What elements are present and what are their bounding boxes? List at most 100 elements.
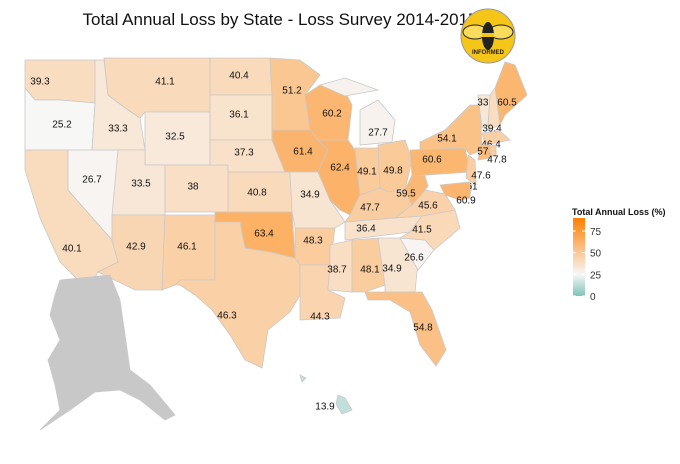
- state-tx: 46.3: [174, 221, 301, 369]
- state-ct: 57.5: [477, 144, 497, 161]
- state-shape: [351, 237, 386, 293]
- state-value-label: 61.4: [293, 147, 313, 158]
- svg-text:INFORMED: INFORMED: [472, 50, 505, 56]
- state-wa: 39.3: [24, 59, 96, 104]
- state-value-label: 40.1: [62, 244, 82, 255]
- state-ny: 54.1: [419, 104, 483, 156]
- state-pa: 60.6: [409, 147, 471, 177]
- state-shape: [364, 291, 447, 367]
- state-nh: 39.4: [482, 86, 502, 135]
- state-ar: 48.3: [294, 227, 336, 266]
- state-value-label: 48.1: [360, 265, 380, 276]
- state-value-label: 41.1: [155, 77, 175, 88]
- state-value-label: 33.5: [131, 179, 151, 190]
- state-shape: [174, 221, 301, 369]
- state-value-label: 38: [187, 182, 199, 193]
- state-value-label: 59.5: [396, 189, 416, 200]
- state-md: 60.9: [439, 181, 476, 207]
- state-value-label: 37.3: [234, 148, 254, 159]
- state-value-label: 34.9: [382, 264, 402, 275]
- state-shape-part: [299, 374, 307, 383]
- state-value-label: 27.7: [368, 128, 388, 139]
- state-value-label: 47.8: [487, 155, 507, 166]
- state-nj: 47.6: [465, 154, 491, 186]
- state-value-label: 26.6: [404, 253, 424, 264]
- state-value-label: 26.7: [82, 175, 102, 186]
- state-value-label: 63.4: [254, 229, 274, 240]
- state-al: 48.1: [351, 237, 386, 293]
- state-value-label: 25.2: [52, 120, 72, 131]
- state-shape: [359, 99, 396, 146]
- legend-title: Total Annual Loss (%): [572, 207, 666, 217]
- state-value-label: 49.1: [357, 167, 377, 178]
- state-value-label: 42.9: [126, 242, 146, 253]
- state-value-label: 54.8: [413, 323, 433, 334]
- state-ri: 47.8: [487, 144, 507, 166]
- state-value-label: 34.9: [300, 190, 320, 201]
- bee-informed-logo: INFORMED: [460, 8, 516, 64]
- state-value-label: 57.5: [477, 147, 497, 158]
- state-value-label: 47.6: [471, 171, 491, 182]
- state-value-label: 39.3: [30, 77, 50, 88]
- state-value-label: 32.5: [165, 132, 185, 143]
- state-shape: [327, 239, 353, 293]
- state-value-label: 36.4: [356, 224, 376, 235]
- state-value-label: 60.5: [497, 98, 517, 109]
- state-value-label: 46.1: [177, 242, 197, 253]
- legend-tick-label: 0: [590, 292, 596, 303]
- state-value-label: 51.2: [282, 86, 302, 97]
- state-oh: 49.8: [377, 139, 413, 193]
- state-value-label: 49.8: [383, 166, 403, 177]
- state-value-label: 47.7: [360, 203, 380, 214]
- state-me: 60.5: [494, 61, 528, 127]
- state-value-label: 33.9: [477, 98, 497, 109]
- state-value-label: 60.6: [422, 155, 442, 166]
- state-value-label: 13.9: [315, 402, 335, 413]
- state-value-label: 60.2: [322, 109, 342, 120]
- state-value-label: 40.8: [247, 188, 267, 199]
- state-wy: 32.5: [144, 111, 211, 166]
- state-value-label: 62.4: [330, 163, 350, 174]
- legend-tick-label: 25: [590, 270, 602, 281]
- state-value-label: 38.7: [327, 265, 347, 276]
- state-ms: 38.7: [327, 239, 353, 293]
- state-nd: 40.4: [209, 57, 273, 96]
- state-shape: [335, 394, 353, 415]
- state-value-label: 45.6: [418, 201, 438, 212]
- state-shape: [494, 61, 528, 127]
- state-shape-part: [318, 77, 380, 97]
- state-ks: 40.8: [227, 171, 293, 213]
- legend-tick-label: 75: [590, 227, 602, 238]
- legend-colorbar: [573, 218, 585, 296]
- state-hi: 13.9: [299, 374, 353, 415]
- state-value-label: 60.9: [456, 196, 476, 207]
- state-mi: 27.7: [318, 77, 396, 146]
- state-shape: [419, 104, 483, 156]
- state-value-label: 36.1: [229, 110, 249, 121]
- state-shape: [487, 86, 501, 131]
- state-value-label: 44.3: [310, 312, 330, 323]
- state-value-label: 39.4: [482, 124, 502, 135]
- state-nm: 46.1: [161, 214, 216, 291]
- state-fl: 54.8: [364, 291, 447, 367]
- state-shape: [39, 274, 176, 431]
- state-value-label: 41.5: [412, 225, 432, 236]
- state-value-label: 33.3: [108, 124, 128, 135]
- legend-tick-label: 50: [590, 249, 602, 260]
- state-value-label: 48.3: [303, 236, 323, 247]
- state-value-label: 46.3: [217, 311, 237, 322]
- state-ak: [39, 274, 176, 431]
- state-shape: [489, 144, 497, 157]
- state-shape: [439, 181, 471, 201]
- state-shape: [477, 144, 491, 161]
- state-shape: [317, 139, 361, 216]
- state-value-label: 61: [466, 182, 478, 193]
- state-shape: [481, 130, 511, 146]
- state-sd: 36.1: [209, 94, 273, 141]
- state-shape: [465, 154, 477, 186]
- state-value-label: 40.4: [229, 71, 249, 82]
- state-il: 62.4: [317, 139, 361, 216]
- state-value-label: 54.1: [437, 134, 457, 145]
